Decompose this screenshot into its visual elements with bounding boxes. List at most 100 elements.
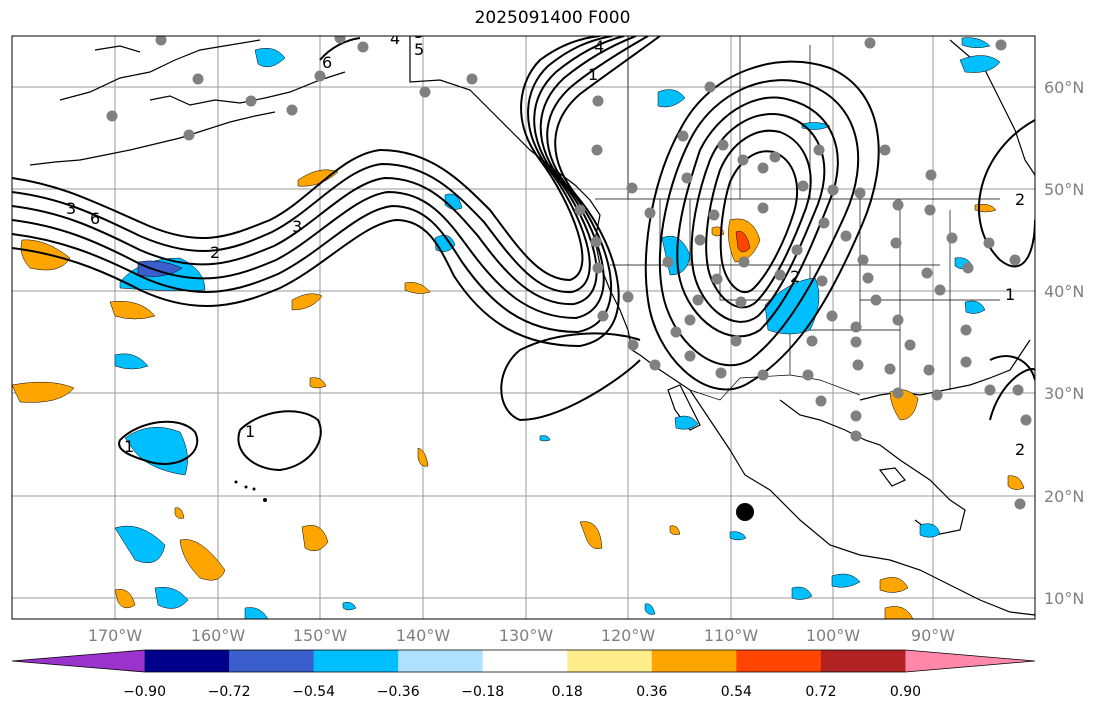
contour-label: 4 (390, 29, 400, 48)
colorbar-segment (482, 650, 568, 672)
neg-patch-2 (114, 353, 149, 370)
pos-patch-2 (109, 301, 156, 320)
neg-patch-4 (254, 48, 286, 68)
neg-patch-25 (342, 601, 357, 611)
contour-label: 2 (1015, 440, 1025, 459)
colorbar-segment (144, 650, 230, 672)
contour-label: 6 (322, 53, 332, 72)
contour-label: 5 (414, 23, 424, 42)
station-markers (106, 36, 1032, 510)
colorbar-segment (736, 650, 822, 672)
colorbar-tick-label: 0.18 (551, 684, 583, 700)
neg-core-1 (137, 260, 183, 277)
colorbar-extend-max (905, 650, 1035, 672)
contour-lines (12, 36, 1035, 472)
lon-label: 130°W (498, 626, 554, 645)
pos-patch-8 (417, 447, 429, 467)
contour-label: 2 (210, 243, 220, 262)
chart-title: 2025091400 F000 (474, 8, 631, 28)
contour-label: 1 (245, 422, 255, 441)
lat-label: 60°N (1044, 78, 1085, 97)
contour-label: 4 (594, 37, 604, 56)
colorbar-extend-min (12, 650, 145, 672)
pos-core-13 (735, 231, 751, 253)
colorbar-tick-label: −0.90 (123, 684, 166, 700)
map-panel: 1 2 3 4 5 6 1 2 1 2 3 4 5 6 1 2 (11, 23, 1036, 620)
pos-patch-5 (291, 293, 323, 311)
neg-patch-16 (959, 55, 1001, 73)
colorbar-tick-label: 0.72 (805, 684, 837, 700)
ocean-background (12, 36, 1035, 619)
neg-patch-13 (674, 415, 699, 430)
pos-patch-20 (174, 507, 185, 519)
lat-label: 20°N (1044, 487, 1085, 506)
lon-label: 170°W (87, 626, 143, 645)
contour-label-group: 1 2 3 4 5 6 1 2 1 2 3 4 5 6 1 2 (66, 23, 1025, 459)
colorbar-segment (398, 650, 484, 672)
pos-patch-4 (297, 169, 339, 187)
contour-label: 3 (66, 199, 76, 218)
colorbar-segment (313, 650, 399, 672)
contour-label: 1 (588, 65, 598, 84)
colorbar-segment (567, 650, 653, 672)
lat-label: 30°N (1044, 384, 1085, 403)
neg-patch-21 (919, 523, 941, 538)
neg-patch-10 (657, 89, 686, 108)
pos-patch-18 (1007, 475, 1025, 490)
anomaly-patches (12, 37, 1025, 619)
contour-label: 1 (124, 437, 134, 456)
colorbar (11, 649, 1036, 673)
lon-label: 140°W (395, 626, 451, 645)
pos-patch-12 (579, 521, 603, 549)
pos-patch-19 (669, 525, 681, 535)
lat-label: 10°N (1044, 589, 1085, 608)
pos-patch-6 (309, 377, 327, 389)
pos-patch-9 (179, 539, 226, 581)
neg-patch-17 (961, 37, 991, 48)
hawaii-islands (234, 480, 267, 502)
pos-patch-1 (20, 239, 71, 271)
neg-patch-7 (114, 525, 166, 564)
contour-label: 5 (414, 40, 424, 59)
pos-patch-10 (114, 589, 136, 609)
colorbar-tick-label: 0.54 (720, 684, 752, 700)
lon-label: 100°W (805, 626, 861, 645)
lat-label: 40°N (1044, 282, 1085, 301)
contour-label: 2 (790, 267, 800, 286)
neg-patch-18 (964, 300, 986, 314)
colorbar-tick-label: −0.36 (376, 684, 420, 700)
colorbar-tick-label: −0.18 (461, 684, 505, 700)
lon-label: 120°W (600, 626, 656, 645)
pos-patch-15 (884, 606, 914, 619)
lon-label: 110°W (703, 626, 759, 645)
neg-patch-14 (791, 586, 813, 600)
lat-label: 50°N (1044, 180, 1085, 199)
neg-patch-22 (729, 531, 747, 541)
colorbar-segment (229, 650, 315, 672)
lon-label: 150°W (292, 626, 348, 645)
colorbar-tick-label: 0.90 (889, 684, 922, 700)
colorbar-tick-label: −0.72 (207, 684, 251, 700)
colorbar-tick-label: 0.36 (636, 684, 668, 700)
colorbar-segment (651, 650, 737, 672)
pos-patch-11 (301, 525, 329, 552)
pos-patch-3 (12, 381, 75, 403)
lon-label: 160°W (190, 626, 246, 645)
neg-patch-8 (154, 587, 189, 609)
neg-patch-9 (244, 607, 269, 619)
lon-label: 90°W (910, 626, 956, 645)
neg-patch-23 (539, 435, 551, 442)
contour-label: 3 (292, 217, 302, 236)
map-frame (11, 35, 1036, 620)
colorbar-outline (11, 649, 1036, 673)
contour-label: 2 (1015, 190, 1025, 209)
neg-patch-15 (831, 573, 861, 588)
contour-label: 1 (1005, 285, 1015, 304)
neg-patch-24 (644, 603, 656, 615)
location-marker (736, 503, 754, 521)
colorbar-tick-label: −0.54 (292, 684, 336, 700)
pos-patch-14 (879, 577, 909, 593)
contour-label: 6 (90, 209, 100, 228)
pos-patch-7 (404, 282, 431, 294)
colorbar-segment (820, 650, 906, 672)
